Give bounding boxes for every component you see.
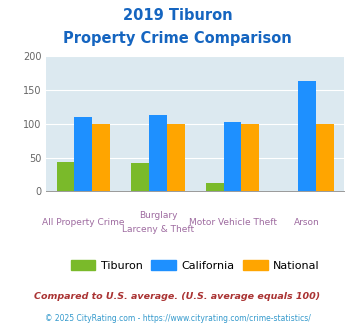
Text: Compared to U.S. average. (U.S. average equals 100): Compared to U.S. average. (U.S. average … <box>34 292 321 301</box>
Text: Motor Vehicle Theft: Motor Vehicle Theft <box>189 218 277 227</box>
Bar <box>224 122 241 191</box>
Text: Burglary: Burglary <box>139 211 177 220</box>
Bar <box>92 124 110 191</box>
Bar <box>56 162 75 191</box>
Text: 2019 Tiburon: 2019 Tiburon <box>123 8 232 23</box>
Bar <box>298 81 316 191</box>
Bar <box>149 115 167 191</box>
Text: Property Crime Comparison: Property Crime Comparison <box>63 31 292 46</box>
Text: Larceny & Theft: Larceny & Theft <box>122 225 194 234</box>
Bar <box>131 163 149 191</box>
Legend: Tiburon, California, National: Tiburon, California, National <box>66 255 324 275</box>
Bar <box>241 124 260 191</box>
Text: © 2025 CityRating.com - https://www.cityrating.com/crime-statistics/: © 2025 CityRating.com - https://www.city… <box>45 314 310 323</box>
Bar <box>316 124 334 191</box>
Bar <box>167 124 185 191</box>
Text: Arson: Arson <box>294 218 320 227</box>
Bar <box>75 117 92 191</box>
Bar <box>206 183 224 191</box>
Text: All Property Crime: All Property Crime <box>42 218 125 227</box>
